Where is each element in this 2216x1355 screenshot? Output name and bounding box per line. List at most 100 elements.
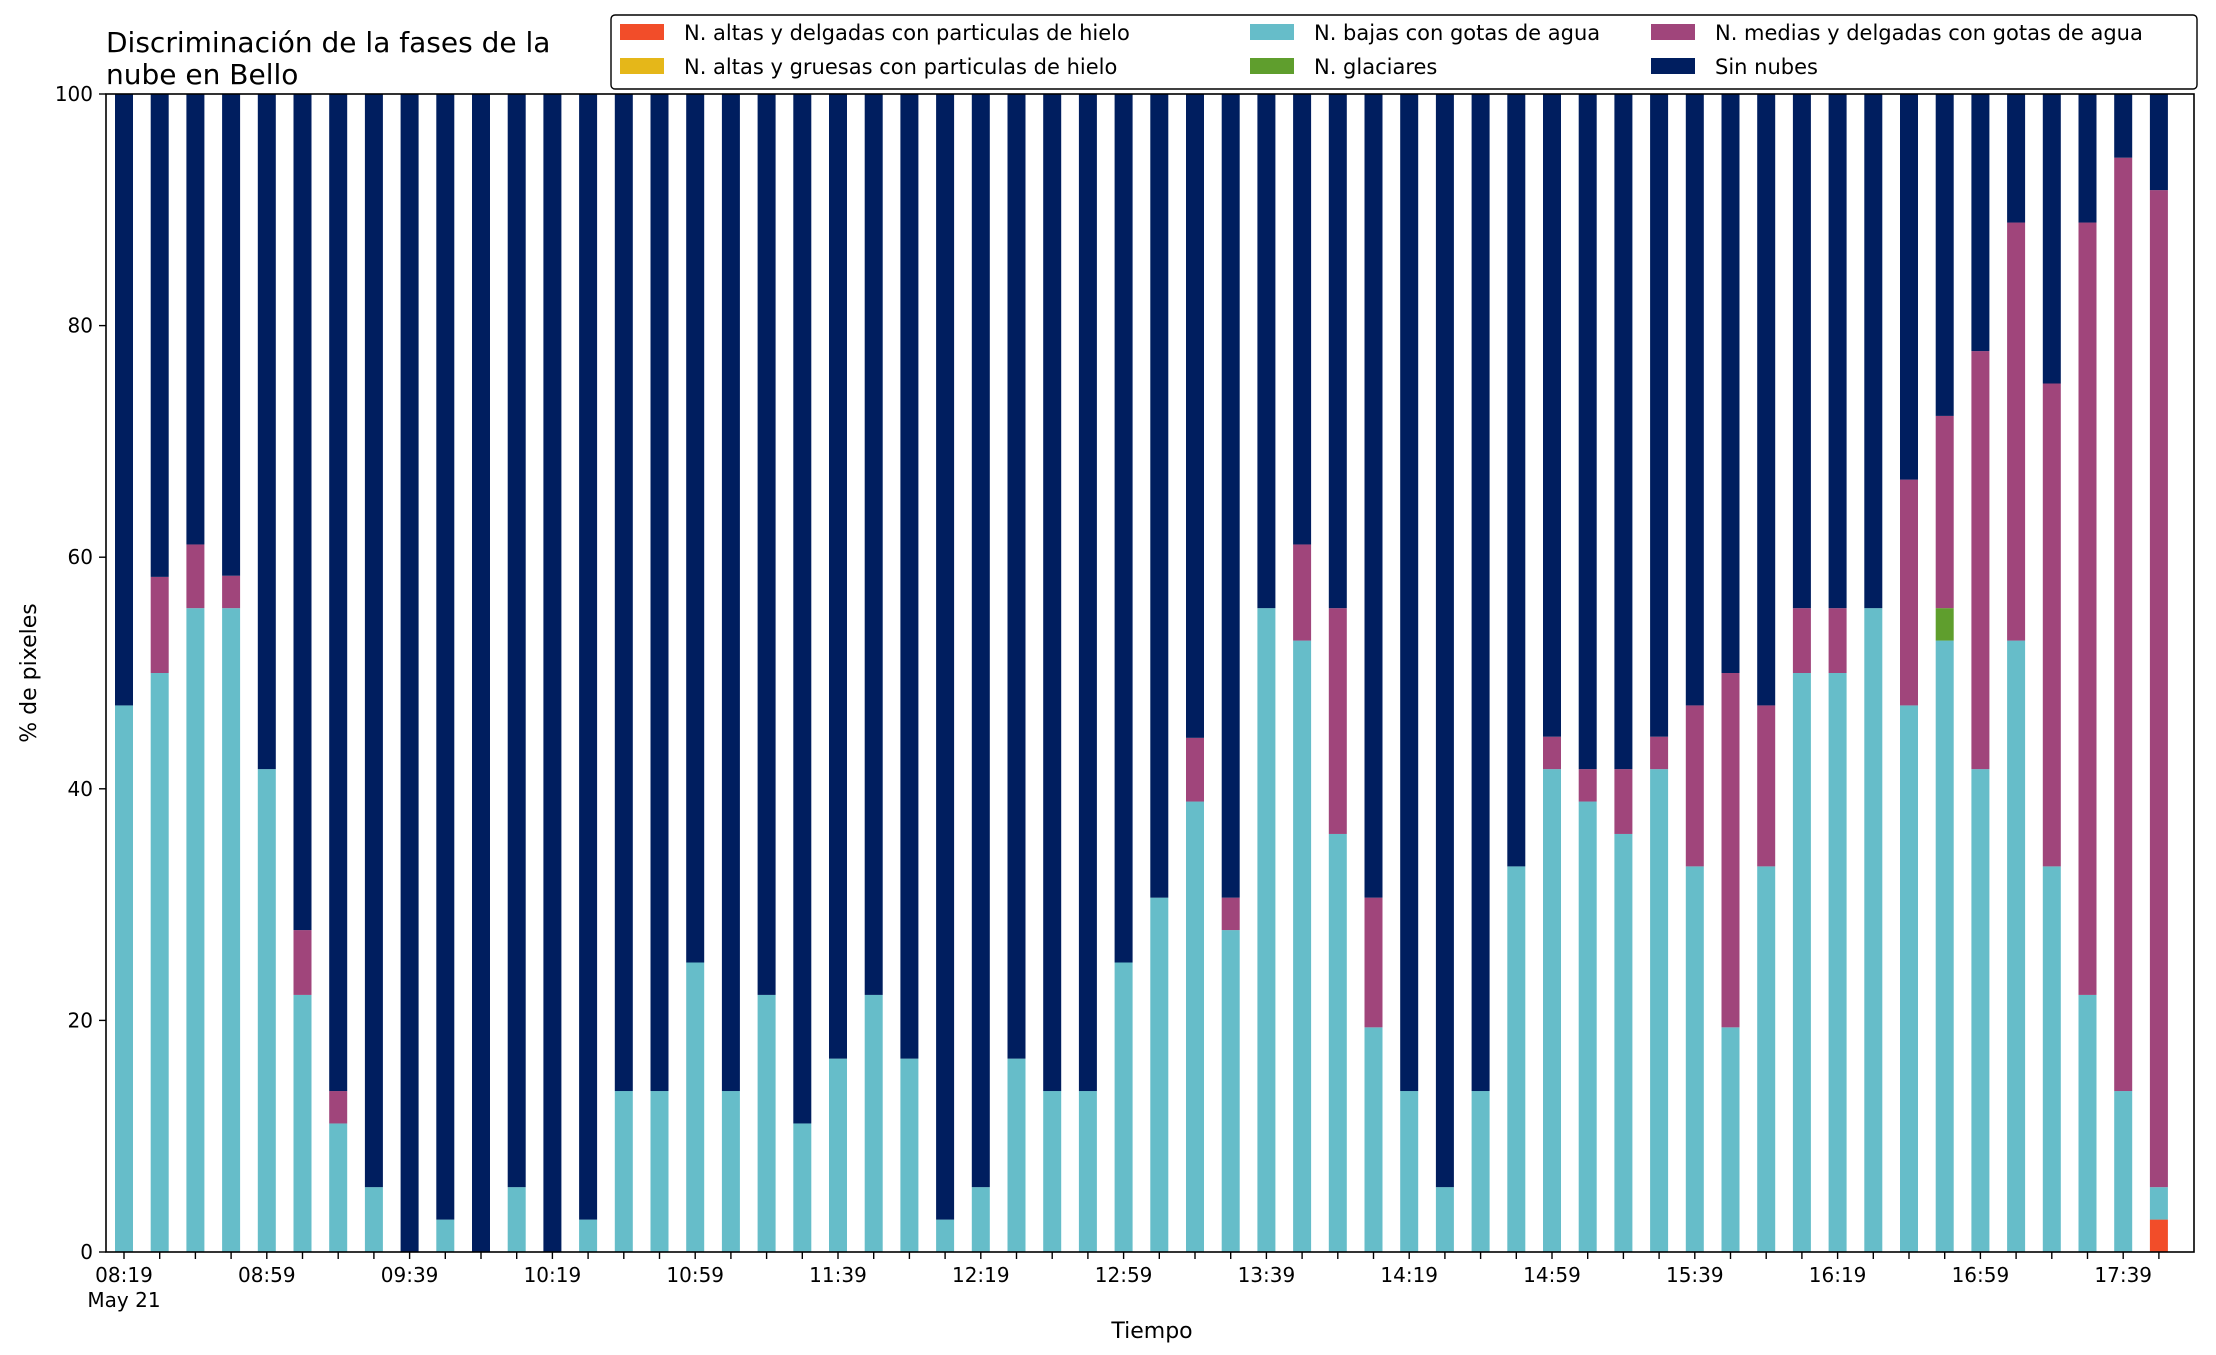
bar-segment-s5-24 <box>971 94 990 1188</box>
bar-segment-s2-56 <box>2114 1091 2133 1252</box>
bar-segment-s2-57 <box>2149 1187 2168 1220</box>
x-tick-label: 14:19 <box>1380 1263 1438 1287</box>
bar-segment-s4-30 <box>1186 737 1204 802</box>
bar-segment-s2-13 <box>579 1219 598 1252</box>
legend-label: N. altas y gruesas con particulas de hie… <box>684 55 1117 79</box>
plot-frame <box>105 93 2195 1253</box>
bar-segment-s5-42 <box>1614 94 1633 770</box>
bar-segment-s5-57 <box>2149 94 2168 191</box>
legend-swatch <box>620 24 664 40</box>
bar-segment-s0-57 <box>2149 1219 2168 1252</box>
bar-segment-s5-34 <box>1328 94 1347 609</box>
bar-segment-s2-31 <box>1221 930 1240 1252</box>
bar-segment-s4-45 <box>1721 673 1740 1028</box>
legend-swatch <box>1651 24 1695 40</box>
bar-segment-s5-43 <box>1650 94 1669 737</box>
bar-segment-s5-26 <box>1043 94 1062 1092</box>
bar-segment-s5-27 <box>1078 94 1097 1092</box>
bar-segment-s5-38 <box>1471 94 1490 1092</box>
legend-swatch <box>620 58 664 74</box>
x-date-label: May 21 <box>87 1288 160 1312</box>
bar-segment-s5-44 <box>1685 94 1704 706</box>
x-tick-label: 15:39 <box>1666 1263 1724 1287</box>
bar-segment-s2-53 <box>2007 640 2026 1252</box>
bar-segment-s4-53 <box>2007 222 2026 641</box>
y-axis-label: % de pixeles <box>17 603 42 742</box>
x-tick-label: 11:39 <box>809 1263 867 1287</box>
legend-label: Sin nubes <box>1715 55 1818 79</box>
bar-segment-s5-28 <box>1114 94 1133 963</box>
chart-title: Discriminación de la fases de la nube en … <box>106 26 550 91</box>
bar-segment-s4-50 <box>1900 479 1918 706</box>
y-tick-label: 80 <box>68 314 93 338</box>
bar-segment-s2-40 <box>1543 769 1561 1252</box>
bar-segment-s5-16 <box>686 94 705 963</box>
bar-segment-s5-9 <box>436 94 455 1220</box>
bar-segment-s5-2 <box>186 94 205 545</box>
bar-segment-s4-43 <box>1650 736 1669 770</box>
legend-swatch <box>1651 58 1695 74</box>
bar-segment-s2-36 <box>1400 1091 1419 1252</box>
bar-segment-s5-0 <box>115 94 133 706</box>
bar-segment-s5-19 <box>793 94 812 1124</box>
bar-segment-s4-3 <box>222 575 241 609</box>
bar-segment-s2-28 <box>1114 962 1133 1252</box>
x-axis-label: Tiempo <box>1110 1319 1192 1344</box>
bar-segment-s5-12 <box>543 94 562 1252</box>
x-axis: 08:19 08:59 09:39 10:19 10:59 11:39 12:19 12:59… <box>87 1252 2160 1312</box>
bar-segment-s2-1 <box>150 673 169 1252</box>
bar-segment-s5-11 <box>507 94 526 1188</box>
bar-segment-s2-29 <box>1150 897 1169 1252</box>
bar-segment-s4-55 <box>2078 222 2097 995</box>
bar-segment-s4-47 <box>1792 608 1811 673</box>
bar-segment-s2-55 <box>2078 994 2097 1252</box>
x-tick-label: 17:39 <box>2094 1263 2152 1287</box>
legend-label: N. altas y delgadas con particulas de hi… <box>684 21 1130 45</box>
bar-segment-s4-51 <box>1935 415 1954 609</box>
bar-segment-s5-10 <box>472 94 490 1252</box>
bar-segment-s5-32 <box>1257 94 1276 609</box>
bar-segment-s2-38 <box>1471 1091 1490 1252</box>
y-tick-label: 0 <box>80 1240 93 1264</box>
bar-segment-s5-55 <box>2078 94 2097 223</box>
bar-segment-s2-6 <box>329 1123 348 1252</box>
bar-segment-s2-18 <box>757 994 776 1252</box>
bar-segment-s4-56 <box>2114 157 2133 1092</box>
x-tick-label: 16:19 <box>1809 1263 1867 1287</box>
legend-swatch <box>1250 24 1294 40</box>
y-tick-label: 60 <box>68 545 93 569</box>
bar-segment-s5-23 <box>936 94 955 1220</box>
bar-segment-s5-3 <box>222 94 241 576</box>
bar-segment-s5-46 <box>1757 94 1776 706</box>
bar-segment-s2-34 <box>1328 833 1347 1252</box>
bar-segment-s2-41 <box>1578 801 1597 1252</box>
bar-segment-s2-14 <box>614 1091 633 1252</box>
bar-segment-s5-18 <box>757 94 776 995</box>
legend-label: N. bajas con gotas de agua <box>1314 21 1600 45</box>
bar-segment-s2-49 <box>1864 608 1883 1252</box>
bar-segment-s2-39 <box>1507 866 1526 1252</box>
bar-segment-s2-47 <box>1792 673 1811 1252</box>
bar-segment-s2-20 <box>829 1058 847 1252</box>
bar-segment-s4-42 <box>1614 769 1633 834</box>
bar-segment-s2-0 <box>115 705 133 1252</box>
bar-segment-s2-2 <box>186 608 205 1252</box>
bar-segment-s5-5 <box>293 94 312 931</box>
bar-segment-s5-14 <box>614 94 633 1092</box>
bar-segment-s5-22 <box>900 94 919 1059</box>
bar-segment-s5-31 <box>1221 94 1240 898</box>
bar-segment-s4-33 <box>1293 544 1312 641</box>
x-tick-label: 14:59 <box>1523 1263 1581 1287</box>
bar-segment-s2-50 <box>1900 705 1918 1252</box>
y-tick-label: 100 <box>55 82 93 106</box>
bar-segment-s5-33 <box>1293 94 1312 545</box>
bar-segment-s5-29 <box>1150 94 1169 898</box>
bar-segment-s2-42 <box>1614 833 1633 1252</box>
bar-segment-s2-45 <box>1721 1027 1740 1252</box>
bar-segment-s2-7 <box>364 1187 383 1252</box>
x-tick-label: 09:39 <box>381 1263 439 1287</box>
bar-layer <box>115 94 2168 1252</box>
bar-segment-s2-23 <box>936 1219 955 1252</box>
bar-segment-s5-49 <box>1864 94 1883 609</box>
